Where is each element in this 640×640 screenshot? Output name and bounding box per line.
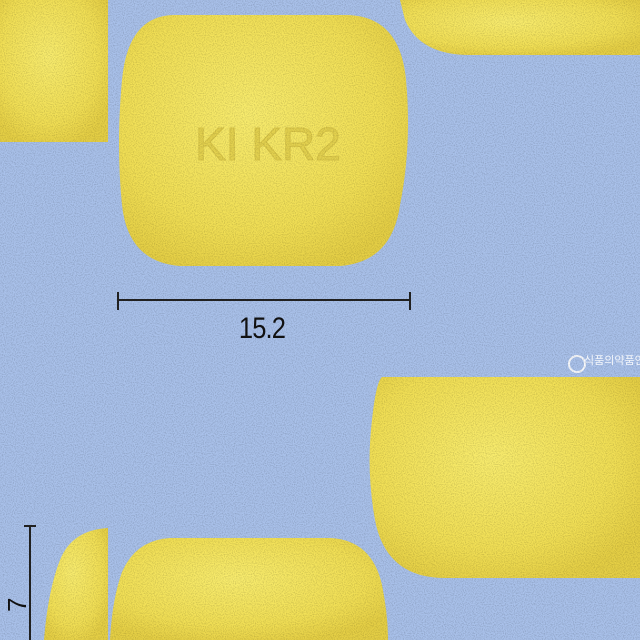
side-measurement-label: 7 — [2, 597, 32, 612]
width-measurement-label: 15.2 — [238, 312, 286, 345]
watermark-label: 식품의약품안전처 — [584, 354, 640, 367]
watermark-text: 식품의약품안전처 — [566, 350, 640, 372]
